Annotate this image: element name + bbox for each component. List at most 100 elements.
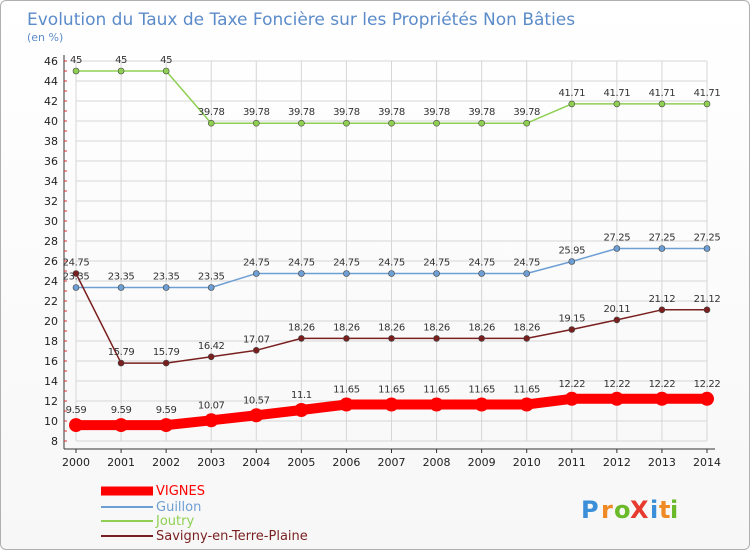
- x-tick-label: 2002: [152, 456, 180, 469]
- data-point: [72, 270, 80, 277]
- data-label: 12.22: [649, 379, 676, 390]
- data-point: [69, 418, 83, 433]
- data-point: [343, 270, 350, 277]
- data-label: 39.78: [333, 107, 360, 118]
- data-label: 18.26: [333, 322, 360, 333]
- y-tick-label: 44: [44, 75, 58, 88]
- data-label: 39.78: [513, 107, 540, 118]
- data-label: 24.75: [513, 258, 540, 269]
- data-point: [568, 258, 576, 265]
- data-label: 41.71: [649, 88, 676, 99]
- data-label: 11.65: [423, 385, 450, 396]
- data-point: [252, 270, 260, 277]
- y-tick-label: 36: [44, 155, 58, 168]
- data-label: 9.59: [111, 405, 132, 416]
- y-tick-label: 16: [44, 355, 58, 368]
- data-point: [117, 359, 125, 367]
- x-tick-label: 2001: [107, 456, 135, 469]
- data-point: [162, 359, 170, 367]
- data-point: [478, 270, 485, 277]
- y-tick-label: 22: [44, 295, 58, 308]
- data-label: 45: [160, 55, 172, 66]
- y-tick-label: 8: [51, 435, 58, 448]
- data-point: [433, 270, 440, 277]
- legend: VIGNESGuillonJoutrySavigny-en-Terre-Plai…: [101, 484, 308, 544]
- data-point: [207, 353, 215, 361]
- data-label: 41.71: [604, 88, 631, 99]
- data-point: [654, 391, 669, 406]
- y-tick-label: 46: [44, 55, 58, 68]
- data-point: [72, 67, 80, 75]
- data-point: [703, 100, 711, 108]
- x-tick-label: 2003: [197, 456, 225, 469]
- data-label: 23.35: [63, 272, 90, 283]
- data-point: [294, 403, 309, 417]
- data-point: [429, 397, 444, 412]
- y-tick-label: 20: [44, 315, 58, 328]
- data-point: [162, 284, 170, 291]
- logo-letter: i: [670, 496, 678, 524]
- data-label: 12.22: [694, 379, 721, 390]
- data-label: 18.26: [513, 322, 540, 333]
- data-point: [523, 119, 531, 127]
- data-point: [207, 284, 215, 291]
- y-tick-label: 14: [44, 375, 58, 388]
- data-point: [613, 245, 621, 252]
- data-label: 39.78: [423, 107, 450, 118]
- x-tick-label: 2000: [62, 456, 90, 469]
- x-tick-label: 2004: [242, 456, 270, 469]
- chart-subtitle: (en %): [27, 31, 63, 44]
- data-label: 41.71: [558, 88, 585, 99]
- y-tick-label: 28: [44, 235, 58, 248]
- data-label: 20.11: [604, 304, 631, 315]
- y-tick-label: 12: [44, 395, 58, 408]
- chart-title: Evolution du Taux de Taxe Foncière sur l…: [27, 10, 575, 30]
- x-tick-label: 2014: [693, 456, 721, 469]
- y-tick-label: 30: [44, 215, 58, 228]
- data-point: [114, 418, 129, 433]
- data-label: 15.79: [153, 347, 180, 358]
- data-label: 39.78: [378, 107, 405, 118]
- data-point: [478, 335, 485, 342]
- axes: 8 10 12 14 16 18 20 22 24 26 28 30 32 34 36 38 40 42 44 46 2…: [44, 55, 721, 469]
- data-label: 19.15: [558, 314, 585, 325]
- data-point: [339, 397, 354, 412]
- data-label: 18.26: [468, 322, 495, 333]
- y-tick-label: 34: [44, 175, 58, 188]
- logo-letter: t: [659, 496, 670, 524]
- data-point: [658, 306, 666, 314]
- data-point: [388, 270, 395, 277]
- legend-label: VIGNES: [156, 484, 205, 499]
- data-point: [433, 119, 440, 127]
- data-label: 17.07: [243, 334, 270, 345]
- data-point: [523, 270, 531, 277]
- data-point: [609, 391, 624, 406]
- data-label: 11.65: [468, 385, 495, 396]
- data-label: 24.75: [423, 258, 450, 269]
- data-labels: 45 45 45 39.78 39.78 39.78 39.78 39.78 39.78 39.7…: [63, 55, 721, 416]
- data-label: 39.78: [243, 107, 270, 118]
- x-tick-label: 2005: [287, 456, 315, 469]
- logo-letter: r: [601, 496, 613, 524]
- x-tick-label: 2008: [423, 456, 451, 469]
- legend-label: Guillon: [156, 500, 201, 515]
- gridlines: [75, 60, 708, 442]
- data-label: 27.25: [649, 233, 676, 244]
- data-point: [159, 418, 174, 433]
- data-label: 24.75: [63, 258, 90, 269]
- data-label: 39.78: [288, 107, 315, 118]
- data-point: [658, 245, 666, 252]
- data-point: [700, 391, 714, 406]
- data-label: 15.79: [108, 347, 135, 358]
- data-point: [204, 413, 219, 428]
- data-point: [388, 119, 395, 127]
- y-tick-label: 26: [44, 255, 58, 268]
- data-point: [523, 335, 531, 342]
- data-point: [568, 326, 576, 333]
- data-label: 45: [115, 55, 127, 66]
- x-tick-label: 2006: [332, 456, 360, 469]
- data-point: [568, 100, 576, 108]
- data-point: [117, 67, 125, 75]
